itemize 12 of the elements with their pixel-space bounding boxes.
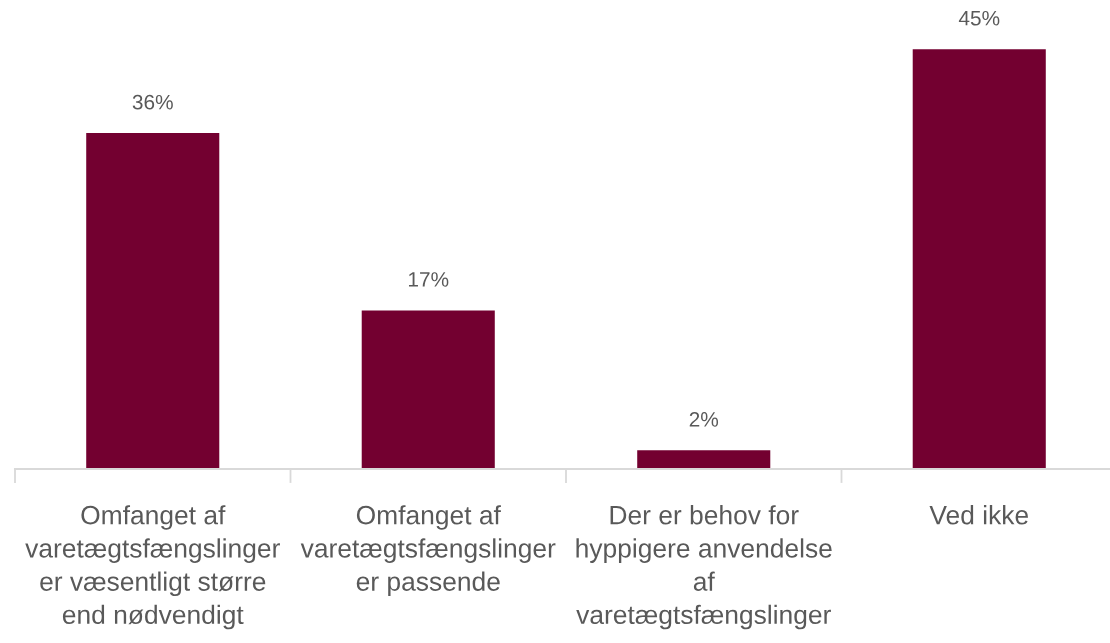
x-tick-label: Omfanget af varetægtsfængslinger er passende (300, 505, 556, 597)
bar (912, 49, 1046, 469)
x-tick-label: Omfanget af varetægtsfængslinger er væsentligt større end nødvendigt (25, 505, 280, 630)
x-tick-label: Ved ikke (929, 505, 1028, 525)
bar (86, 133, 220, 469)
bar (637, 450, 771, 469)
data-label: 45% (958, 10, 1000, 26)
data-label: 2% (689, 412, 719, 427)
data-label: 17% (408, 272, 449, 287)
bar (361, 310, 495, 469)
data-label: 36% (132, 94, 173, 110)
x-tick-label: Der er behov for hyppigere anvendelse af varetægtsfængslinger (576, 505, 832, 630)
